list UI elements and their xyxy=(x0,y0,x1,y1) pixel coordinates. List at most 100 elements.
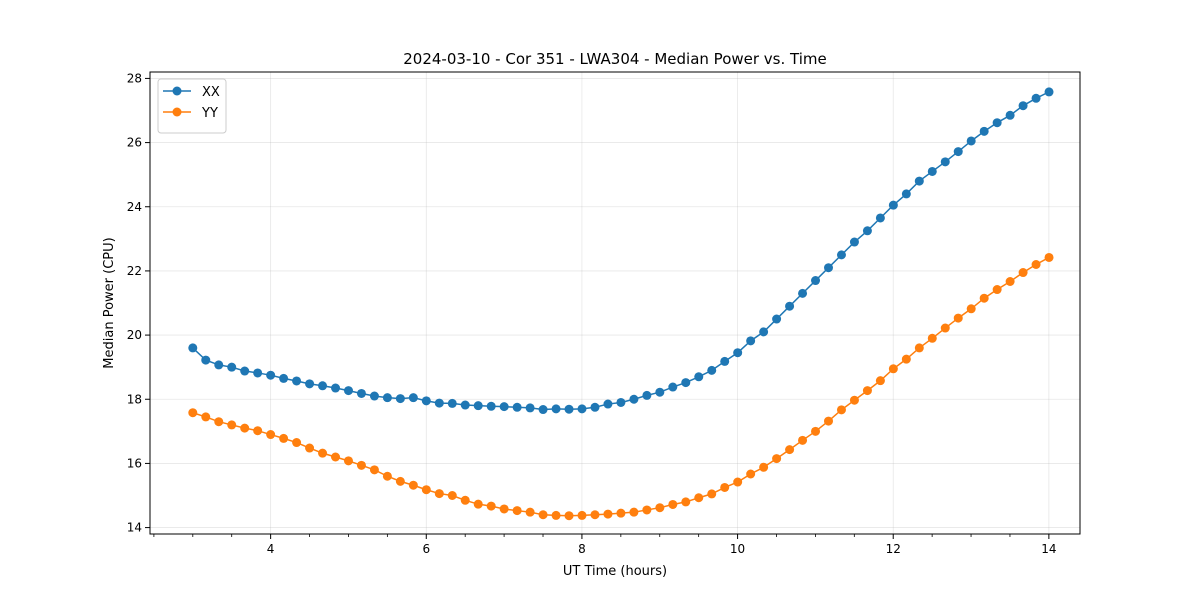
data-point-yy xyxy=(356,460,366,470)
data-point-xx xyxy=(577,404,587,414)
y-tick-label: 24 xyxy=(127,200,142,214)
data-point-yy xyxy=(266,430,276,440)
data-point-yy xyxy=(227,420,237,430)
data-point-yy xyxy=(564,511,574,521)
data-point-xx xyxy=(551,404,561,414)
data-point-yy xyxy=(551,510,561,520)
data-point-xx xyxy=(434,398,444,408)
data-point-yy xyxy=(577,510,587,520)
y-tick-label: 16 xyxy=(127,456,142,470)
data-point-yy xyxy=(914,343,924,353)
legend-marker xyxy=(172,86,182,96)
data-point-yy xyxy=(525,507,535,517)
data-point-xx xyxy=(914,176,924,186)
data-point-xx xyxy=(356,388,366,398)
data-point-yy xyxy=(759,462,769,472)
data-point-yy xyxy=(292,438,302,448)
series-xx xyxy=(188,87,1054,415)
data-point-yy xyxy=(253,426,263,436)
data-point-xx xyxy=(1044,87,1054,97)
data-point-yy xyxy=(629,507,639,517)
legend-marker xyxy=(172,107,182,117)
x-tick-label: 6 xyxy=(422,542,430,556)
data-point-yy xyxy=(1031,260,1041,269)
data-point-yy xyxy=(538,510,548,520)
data-point-xx xyxy=(785,301,795,311)
data-point-yy xyxy=(785,445,795,455)
data-point-xx xyxy=(642,390,652,400)
y-tick-label: 18 xyxy=(127,392,142,406)
data-point-yy xyxy=(331,452,341,462)
data-point-xx xyxy=(862,226,872,236)
x-tick-label: 10 xyxy=(730,542,745,556)
data-point-xx xyxy=(318,381,328,391)
data-point-yy xyxy=(901,354,911,364)
data-point-xx xyxy=(655,387,665,397)
data-point-xx xyxy=(382,393,392,403)
ticks: 4 6 8 10 12 14 14 16 18 20 22 24 26 28 xyxy=(127,71,1057,556)
data-point-yy xyxy=(720,482,730,492)
data-point-yy xyxy=(279,433,289,443)
data-point-yy xyxy=(421,485,431,495)
data-point-xx xyxy=(201,355,211,365)
data-point-yy xyxy=(603,509,613,519)
data-point-yy xyxy=(395,476,405,486)
data-point-xx xyxy=(733,348,743,358)
data-point-yy xyxy=(772,454,782,464)
legend-label: XX xyxy=(202,85,220,100)
data-point-yy xyxy=(836,405,846,415)
data-point-yy xyxy=(953,313,963,323)
data-point-xx xyxy=(798,288,808,298)
data-point-yy xyxy=(798,435,808,445)
data-point-yy xyxy=(733,477,743,487)
legend: XX YY xyxy=(157,78,227,134)
data-point-xx xyxy=(629,394,639,404)
data-point-yy xyxy=(1005,277,1015,286)
data-point-xx xyxy=(888,200,898,210)
data-point-yy xyxy=(824,416,833,426)
plot-frame xyxy=(149,71,1081,535)
legend-label: YY xyxy=(201,106,218,121)
data-point-xx xyxy=(253,368,263,378)
data-point-xx xyxy=(408,393,418,403)
data-point-xx xyxy=(499,402,509,412)
data-point-xx xyxy=(668,382,678,392)
data-point-xx xyxy=(966,136,976,146)
data-point-yy xyxy=(979,293,989,303)
series-yy xyxy=(188,252,1054,521)
x-tick-label: 4 xyxy=(267,542,275,556)
data-point-xx xyxy=(1018,101,1028,111)
data-point-xx xyxy=(694,372,704,382)
data-point-xx xyxy=(188,343,198,353)
data-point-xx xyxy=(603,399,613,409)
data-point-yy xyxy=(875,376,885,386)
y-tick-label: 26 xyxy=(127,136,142,150)
data-point-yy xyxy=(188,408,198,418)
data-point-xx xyxy=(512,402,522,412)
data-point-yy xyxy=(240,423,250,433)
data-point-yy xyxy=(343,456,353,466)
data-point-xx xyxy=(538,405,548,415)
data-point-yy xyxy=(862,386,872,396)
data-point-yy xyxy=(927,333,937,343)
data-point-xx xyxy=(525,403,535,413)
data-point-xx xyxy=(266,370,276,380)
data-point-yy xyxy=(214,417,224,427)
data-point-xx xyxy=(720,356,730,366)
data-point-xx xyxy=(564,404,574,414)
data-point-xx xyxy=(421,396,431,406)
series-layer xyxy=(188,87,1054,521)
x-tick-label: 8 xyxy=(578,542,586,556)
data-point-yy xyxy=(447,491,457,500)
data-point-xx xyxy=(875,213,885,223)
data-point-yy xyxy=(486,501,496,511)
legend-item-xx: XX xyxy=(163,85,220,100)
legend-item-yy: YY xyxy=(163,106,218,121)
data-point-xx xyxy=(240,366,250,376)
data-point-xx xyxy=(992,118,1002,128)
x-tick-label: 14 xyxy=(1041,542,1056,556)
data-point-yy xyxy=(590,510,600,520)
data-point-xx xyxy=(772,314,782,324)
data-point-yy xyxy=(382,471,392,481)
